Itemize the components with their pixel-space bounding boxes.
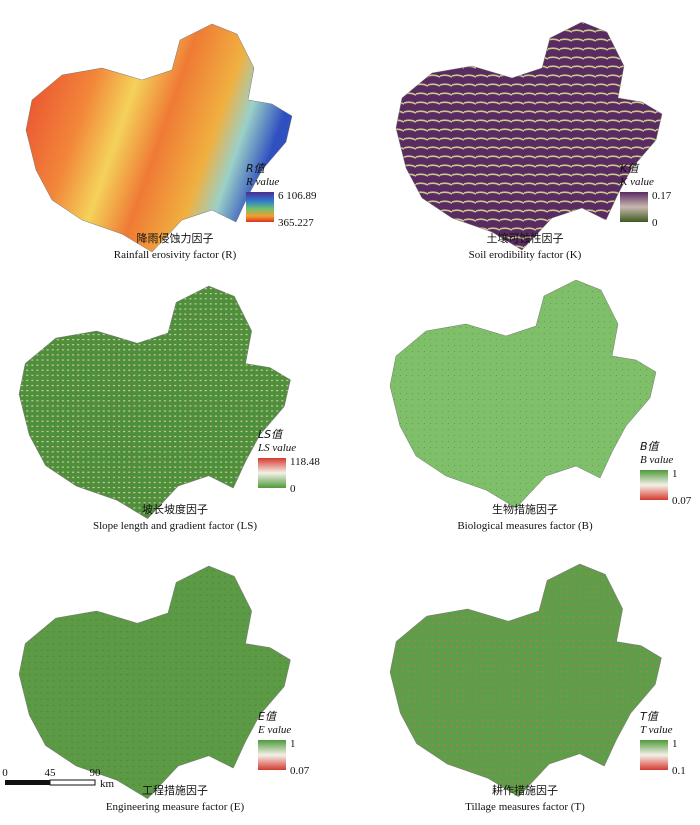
legend-title-en: R value xyxy=(245,176,279,188)
caption-cn: 坡长坡度因子 xyxy=(142,502,208,516)
legend-title: LS值 xyxy=(258,428,284,441)
legend-min: 0.1 xyxy=(672,765,686,777)
caption-cn: 土壤可蚀性因子 xyxy=(487,231,564,245)
legend-max: 6 106.89 xyxy=(278,190,317,202)
legend-title-en: K value xyxy=(619,176,654,188)
legend-bar xyxy=(620,192,648,222)
legend-bar xyxy=(246,192,274,222)
legend-min: 0 xyxy=(290,483,296,495)
legend-bar xyxy=(258,458,286,488)
legend-bar xyxy=(640,740,668,770)
caption-en: Soil erodibility factor (K) xyxy=(469,249,582,261)
caption-cn: 耕作措施因子 xyxy=(492,783,558,797)
caption-en: Slope length and gradient factor (LS) xyxy=(93,520,257,532)
legend-title: T值 xyxy=(640,710,660,723)
scale-label: 0 xyxy=(2,767,8,779)
caption-cn: 降雨侵蚀力因子 xyxy=(137,231,214,245)
scale-label: 45 xyxy=(45,767,57,779)
legend-min: 0 xyxy=(652,217,658,229)
legend-title-en: T value xyxy=(640,724,673,736)
legend-max: 0.17 xyxy=(652,190,672,202)
legend-min: 0.07 xyxy=(672,495,692,507)
legend-bar xyxy=(640,470,668,500)
caption-en: Tillage measures factor (T) xyxy=(465,801,585,813)
map-region xyxy=(18,285,291,520)
legend-title-en: B value xyxy=(640,454,673,466)
legend-min: 0.07 xyxy=(290,765,310,777)
legend-max: 118.48 xyxy=(290,456,320,468)
legend-max: 1 xyxy=(290,738,296,750)
legend-title: R值 xyxy=(246,162,267,175)
map-region xyxy=(389,563,662,798)
legend-max: 1 xyxy=(672,468,678,480)
legend-title: B值 xyxy=(640,440,661,453)
legend-title: E值 xyxy=(258,710,278,723)
map-region xyxy=(389,279,657,509)
legend-max: 1 xyxy=(672,738,678,750)
legend-title-en: E value xyxy=(257,724,291,736)
caption-en: Biological measures factor (B) xyxy=(457,520,593,532)
caption-en: Engineering measure factor (E) xyxy=(106,801,245,813)
scale-unit: km xyxy=(100,778,115,790)
caption-cn: 工程措施因子 xyxy=(142,783,208,797)
caption-cn: 生物措施因子 xyxy=(492,502,558,516)
legend-title: K值 xyxy=(620,162,640,175)
caption-en: Rainfall erosivity factor (R) xyxy=(114,249,237,261)
map-region xyxy=(18,565,291,800)
scale-bar xyxy=(49,779,96,786)
scale-bar xyxy=(5,780,50,785)
legend-bar xyxy=(258,740,286,770)
legend-min: 365.227 xyxy=(278,217,314,229)
legend-title-en: LS value xyxy=(257,442,296,454)
scale-label: 90 xyxy=(90,767,102,779)
